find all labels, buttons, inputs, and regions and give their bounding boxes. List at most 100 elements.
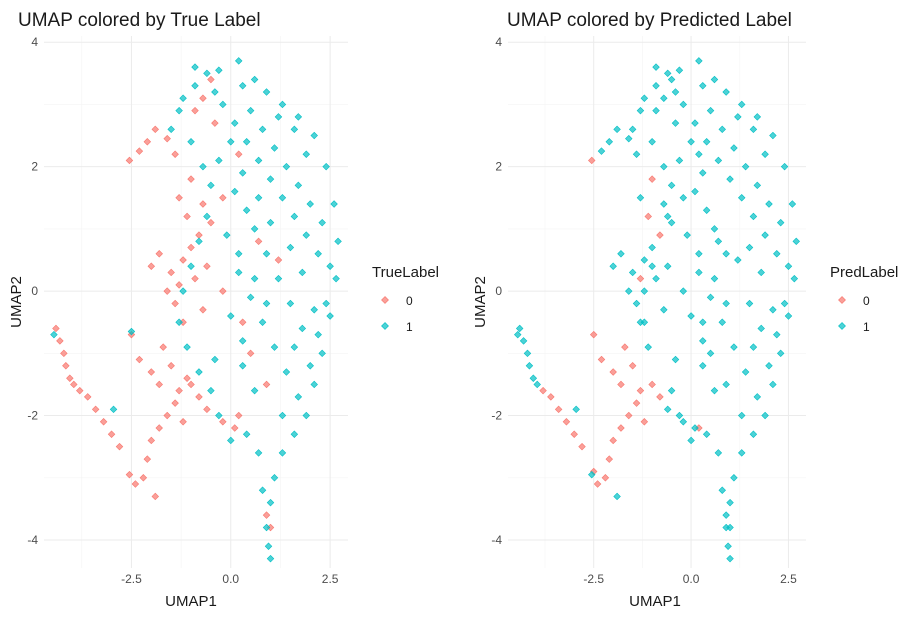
- x-tick-label: 0.0: [683, 572, 700, 586]
- point-class-0: [554, 405, 563, 414]
- point-class-1: [753, 393, 762, 401]
- point-class-1: [625, 287, 633, 295]
- point-class-1: [636, 318, 645, 326]
- point-class-1: [648, 243, 656, 252]
- point-class-1: [274, 113, 283, 121]
- point-class-0: [155, 380, 163, 389]
- point-class-1: [211, 355, 219, 364]
- point-class-1: [628, 268, 637, 277]
- point-class-1: [199, 162, 207, 171]
- point-class-1: [652, 82, 660, 90]
- point-class-1: [714, 449, 723, 457]
- point-class-0: [187, 175, 195, 183]
- point-class-0: [203, 262, 211, 270]
- point-class-1: [278, 194, 287, 202]
- point-class-0: [70, 380, 78, 389]
- point-class-1: [270, 474, 279, 482]
- legend-marker-1: [838, 322, 846, 330]
- point-class-1: [183, 343, 191, 351]
- point-class-1: [187, 262, 195, 270]
- point-class-1: [238, 169, 247, 177]
- point-class-1: [667, 218, 676, 227]
- point-class-0: [147, 262, 156, 270]
- point-class-1: [722, 88, 730, 96]
- point-class-1: [234, 250, 243, 258]
- point-class-1: [302, 411, 310, 420]
- point-class-1: [597, 147, 606, 155]
- point-class-0: [151, 125, 159, 134]
- point-class-1: [231, 187, 239, 196]
- point-class-1: [302, 231, 310, 239]
- point-class-1: [765, 362, 773, 370]
- point-class-0: [562, 418, 571, 426]
- point-class-1: [636, 194, 645, 202]
- point-class-1: [773, 250, 781, 258]
- point-class-1: [706, 349, 715, 358]
- point-class-1: [294, 181, 303, 190]
- panel-title: UMAP colored by True Label: [18, 10, 261, 31]
- point-class-0: [163, 411, 171, 420]
- point-class-0: [163, 134, 171, 143]
- point-class-1: [167, 125, 175, 134]
- point-class-1: [730, 343, 738, 351]
- y-tick-label: -4: [27, 533, 38, 547]
- point-class-1: [219, 100, 227, 109]
- point-class-1: [652, 63, 660, 71]
- series-0: [52, 75, 283, 532]
- point-class-1: [278, 100, 287, 109]
- point-class-0: [179, 418, 187, 426]
- point-class-0: [175, 386, 183, 395]
- point-class-0: [578, 442, 586, 451]
- legend-key-1: [835, 319, 849, 333]
- y-tick-label: -2: [27, 409, 38, 423]
- point-class-0: [66, 374, 74, 382]
- point-class-1: [671, 355, 680, 364]
- point-class-1: [710, 386, 719, 395]
- point-class-1: [784, 262, 793, 270]
- legend-label-1: 1: [406, 320, 413, 334]
- legend-key-1: [378, 319, 392, 333]
- point-class-1: [628, 125, 637, 134]
- y-tick-label: 4: [31, 35, 38, 49]
- point-class-1: [761, 231, 769, 239]
- point-class-1: [765, 200, 773, 208]
- point-class-0: [191, 106, 199, 115]
- point-class-0: [143, 455, 152, 463]
- x-tick-label: -2.5: [121, 572, 142, 586]
- point-class-1: [258, 318, 267, 326]
- point-class-1: [314, 330, 322, 339]
- point-class-0: [234, 411, 243, 420]
- point-class-0: [609, 368, 617, 376]
- point-class-0: [636, 386, 645, 395]
- point-class-0: [159, 343, 167, 351]
- point-class-0: [547, 393, 555, 401]
- point-class-0: [231, 424, 239, 432]
- point-class-1: [266, 554, 275, 563]
- point-class-1: [211, 88, 219, 96]
- point-class-1: [679, 287, 688, 295]
- point-class-1: [773, 330, 781, 339]
- point-class-1: [617, 250, 625, 258]
- point-class-1: [242, 206, 251, 214]
- x-tick-label: 2.5: [322, 572, 339, 586]
- y-axis-title: UMAP2: [472, 276, 489, 328]
- point-class-0: [125, 470, 134, 479]
- point-class-1: [749, 343, 758, 351]
- point-class-1: [722, 299, 730, 308]
- point-class-0: [640, 418, 649, 426]
- point-class-1: [790, 274, 799, 283]
- point-class-1: [691, 119, 699, 127]
- point-class-1: [310, 306, 318, 314]
- x-tick-label: 0.0: [222, 572, 239, 586]
- legend-label-0: 0: [863, 294, 870, 308]
- point-class-1: [242, 430, 251, 438]
- legend: TrueLabel 0 1: [372, 264, 439, 334]
- point-class-1: [730, 474, 738, 482]
- point-class-1: [223, 231, 231, 239]
- point-class-1: [652, 274, 660, 283]
- point-class-1: [246, 293, 255, 302]
- y-tick-label: 0: [495, 284, 502, 298]
- point-class-1: [738, 449, 746, 457]
- point-class-0: [570, 430, 578, 438]
- legend-marker-0: [838, 296, 846, 304]
